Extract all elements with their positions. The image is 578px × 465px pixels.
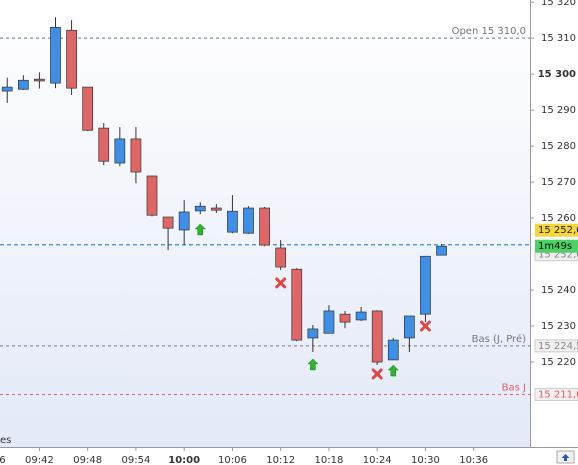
candle-body xyxy=(1,86,13,92)
axis-bg xyxy=(530,0,578,447)
candle-body xyxy=(146,175,158,216)
candle-body xyxy=(178,211,190,231)
candle-body xyxy=(210,207,222,211)
y-tick-label: 15 310 xyxy=(541,33,576,44)
x-tick-label: 09:42 xyxy=(25,455,54,465)
x-tick-label: 10:06 xyxy=(218,455,247,465)
y-tick-label: 15 260 xyxy=(541,213,576,224)
candle-body xyxy=(130,138,142,173)
x-tick-label: 10:36 xyxy=(459,455,488,465)
candle-body xyxy=(259,207,270,246)
candle-body xyxy=(98,127,110,162)
level-tag xyxy=(534,387,578,401)
candle-body xyxy=(66,29,77,89)
x-tick-label: 10:24 xyxy=(363,455,392,465)
candle-body xyxy=(243,207,254,234)
candle-body xyxy=(420,255,431,315)
candle-body xyxy=(355,311,367,321)
x-tick-label: 10:00 xyxy=(168,455,200,465)
y-tick-label: 15 320 xyxy=(541,0,576,8)
candle-body xyxy=(436,245,447,256)
level-tag-label: 15 252,6 xyxy=(538,250,578,261)
candle-body xyxy=(162,216,174,229)
level-label: Bas J xyxy=(502,382,526,393)
y-tick-label: 15 240 xyxy=(541,285,576,296)
level-tag-label: 15 211,0 xyxy=(538,389,578,400)
last-price-label: 15 252,6 xyxy=(538,225,578,236)
sell-cross xyxy=(371,368,383,380)
candle-body xyxy=(404,315,415,339)
timer-label: 1m49s xyxy=(538,241,572,252)
candle-body xyxy=(34,78,45,82)
buy-arrow xyxy=(194,223,206,236)
candle-body xyxy=(17,79,29,90)
y-tick-label: 15 220 xyxy=(541,357,576,368)
candle-body xyxy=(82,86,94,131)
candle-body xyxy=(307,328,319,339)
timer-tag xyxy=(535,239,578,253)
y-tick-label: 15 270 xyxy=(541,177,576,188)
level-label: Bas (J, Pré) xyxy=(472,333,526,345)
y-tick-label: 15 300 xyxy=(538,69,576,80)
x-tick-label: 09:54 xyxy=(122,455,151,465)
candle-body xyxy=(227,210,238,233)
candle-body xyxy=(323,310,335,334)
buy-arrow xyxy=(307,358,319,371)
y-tick-label: 15 230 xyxy=(541,321,576,332)
plot: es Open 15 310,0 Bas (J, Pré) Bas J xyxy=(0,17,530,446)
x-tick-label: 09:36 xyxy=(0,455,6,465)
last-price-tag xyxy=(535,223,578,237)
sell-cross xyxy=(275,277,287,289)
x-tick-label: 09:48 xyxy=(73,455,102,465)
candle-body xyxy=(194,205,206,212)
y-tick-label: 15 280 xyxy=(541,141,576,152)
scroll-icon xyxy=(561,454,570,461)
level-tag xyxy=(534,339,578,353)
candle-body xyxy=(275,247,287,268)
buy-arrow xyxy=(387,364,399,377)
x-tick-label: 10:12 xyxy=(266,455,295,465)
candle-body xyxy=(114,138,126,164)
level-label: Open 15 310,0 xyxy=(452,26,526,37)
candle-body xyxy=(387,339,399,361)
legend-stub: es xyxy=(0,435,11,446)
x-tick-label: 10:30 xyxy=(411,455,440,465)
level-tag-label: 15 224,5 xyxy=(538,341,578,352)
x-tick-label: 10:18 xyxy=(315,455,344,465)
candle-body xyxy=(291,268,303,341)
candle-body xyxy=(50,27,61,84)
candle-body xyxy=(339,313,351,323)
sell-cross xyxy=(419,320,431,332)
candle-body xyxy=(371,310,383,363)
y-tick-label: 15 290 xyxy=(541,105,576,116)
